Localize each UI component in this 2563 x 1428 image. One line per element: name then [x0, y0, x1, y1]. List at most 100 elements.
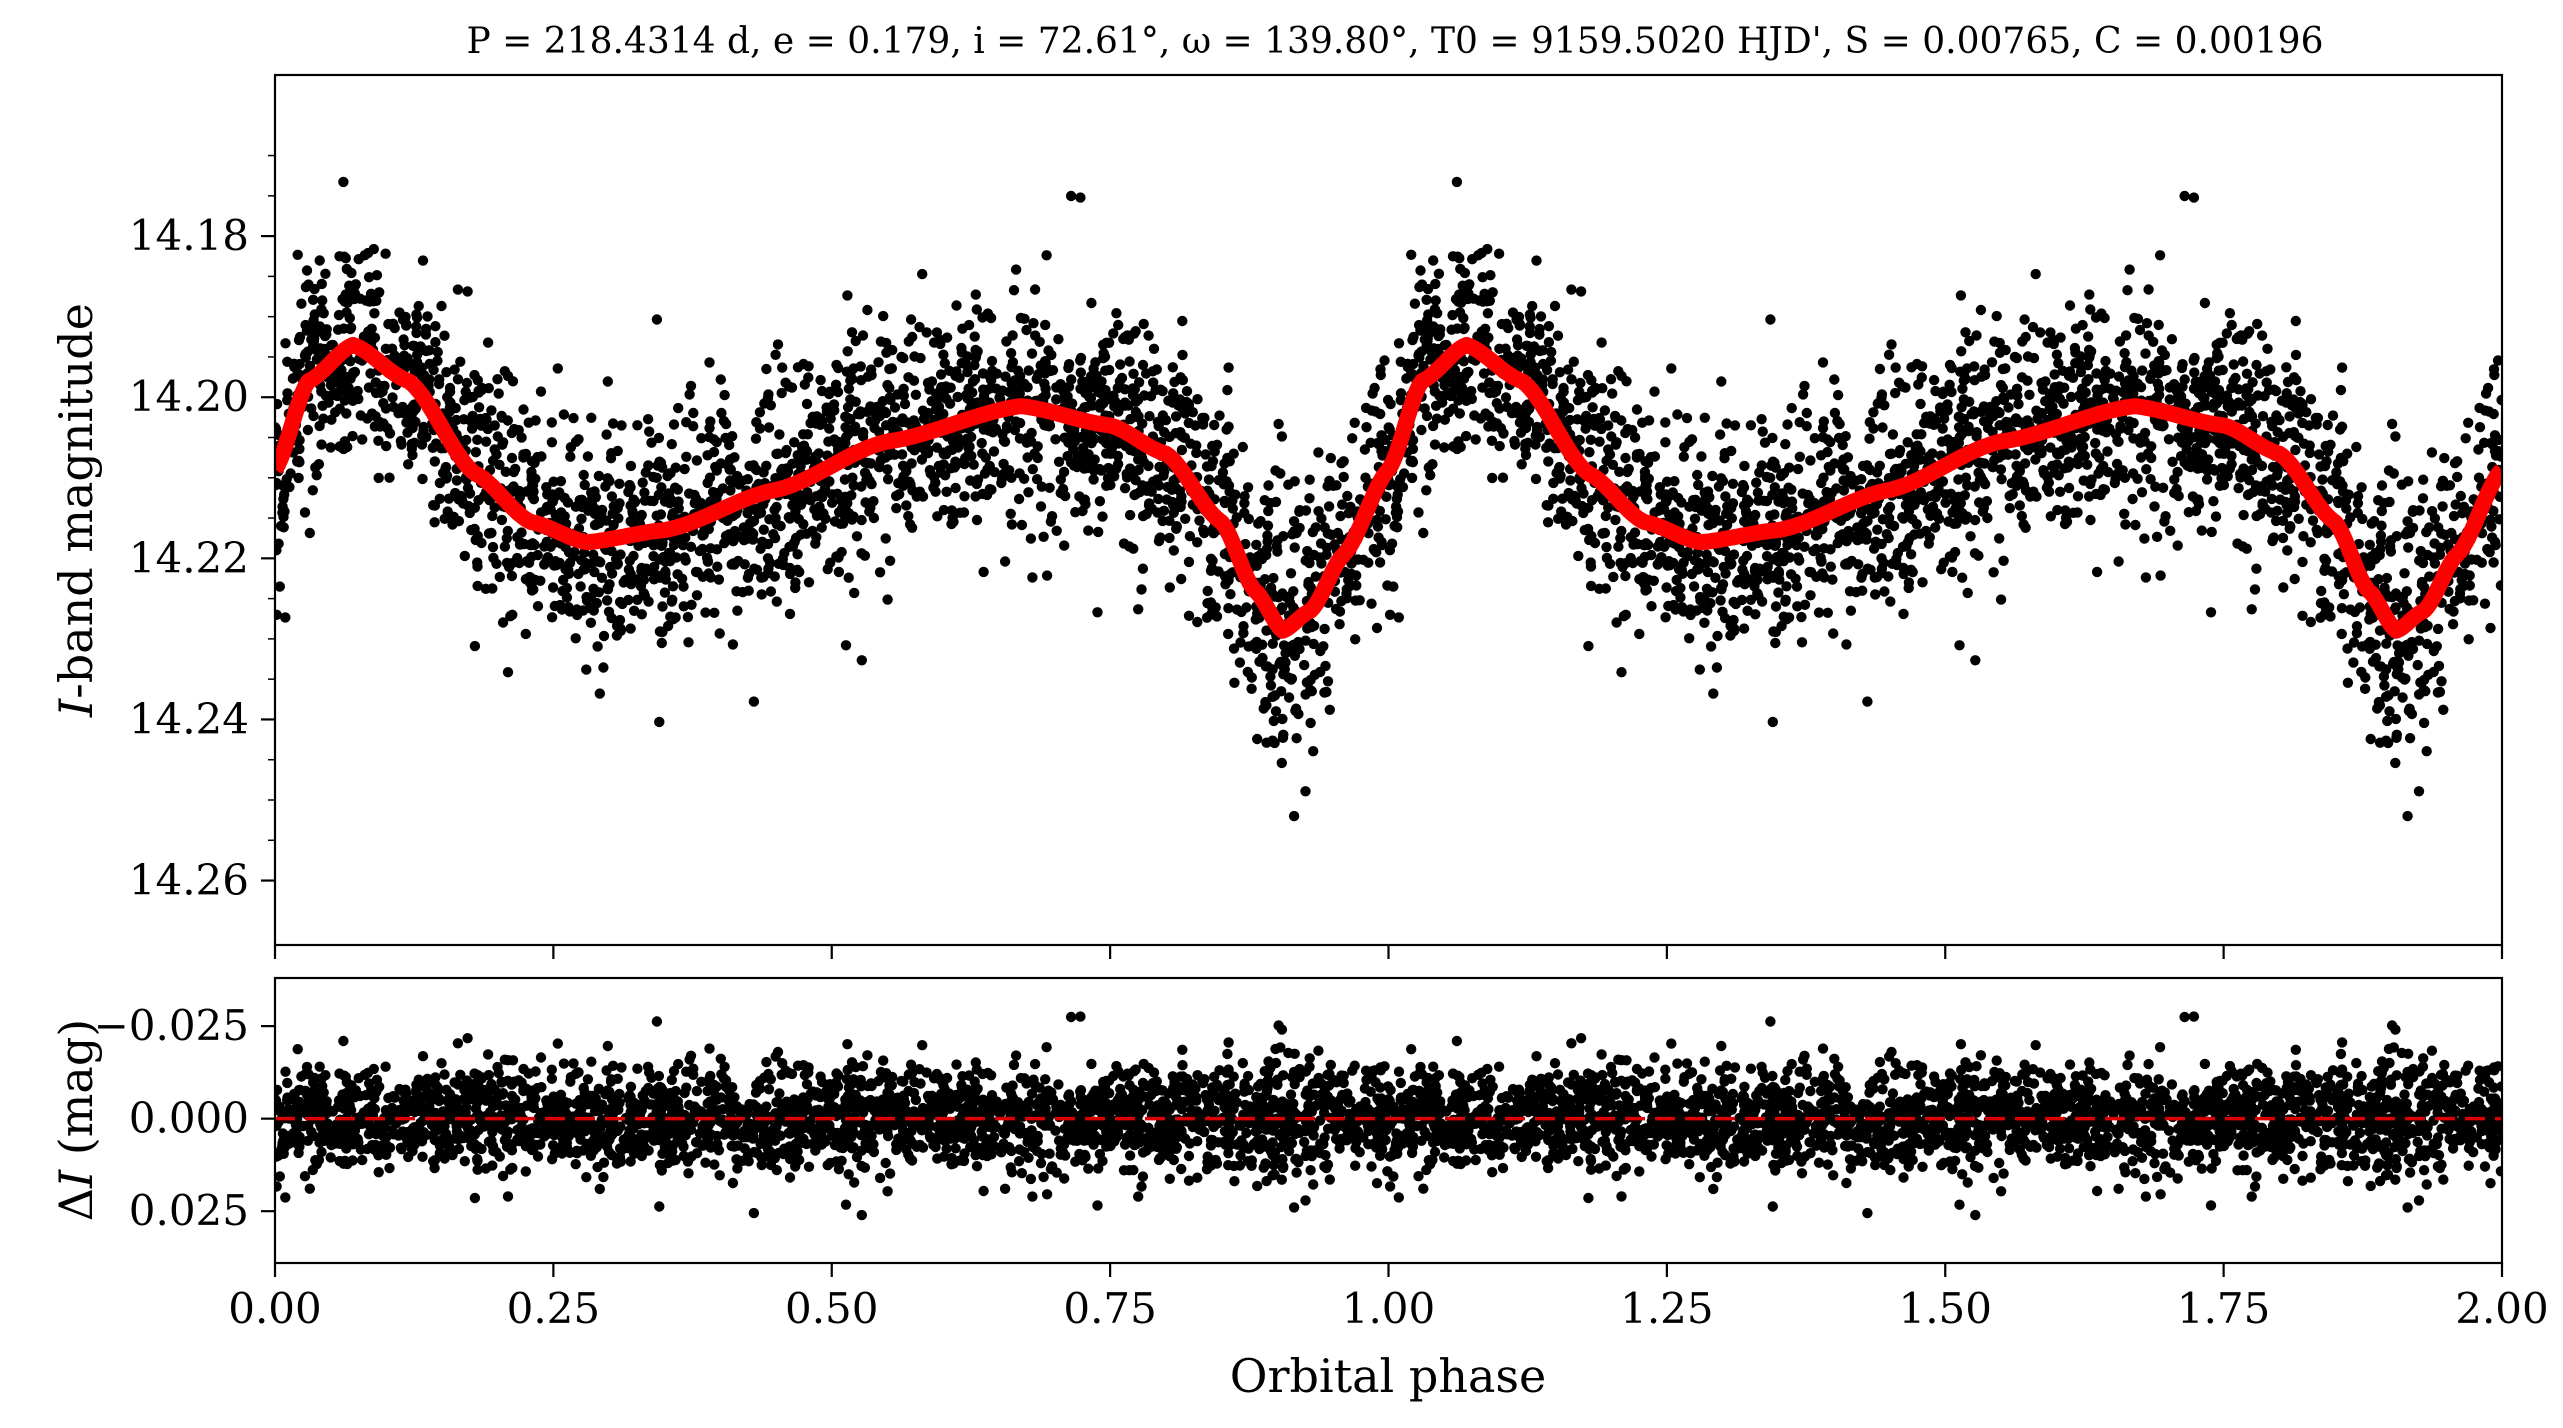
observation-point — [977, 448, 988, 459]
observation-point — [349, 288, 361, 299]
observation-point — [1051, 525, 1062, 536]
observation-point — [1649, 451, 1661, 462]
observation-point — [1575, 377, 1586, 389]
observation-point — [775, 520, 786, 532]
observation-point — [2404, 527, 2416, 539]
observation-point — [719, 389, 730, 401]
observation-point — [1514, 417, 1526, 428]
observation-point — [1670, 585, 1682, 597]
observation-point — [1752, 574, 1763, 586]
observation-point — [520, 628, 531, 640]
observation-point — [1994, 533, 2005, 544]
observation-point — [1341, 593, 1353, 604]
observation-point — [466, 423, 478, 434]
observation-point — [1588, 413, 1600, 425]
observation-point — [1930, 522, 1941, 533]
observation-point — [673, 402, 684, 414]
observation-point — [977, 368, 989, 379]
observation-point — [1569, 490, 1580, 502]
observation-point — [1288, 516, 1300, 527]
observation-point — [1239, 491, 1250, 502]
observation-point — [355, 410, 366, 421]
observation-point — [1300, 786, 1311, 797]
observation-point — [579, 479, 590, 491]
observation-point — [2421, 746, 2432, 757]
observation-point — [1956, 402, 1967, 413]
observation-point — [1690, 494, 1701, 505]
observation-point — [1988, 567, 1999, 578]
observation-point — [469, 369, 480, 381]
observation-point — [1969, 514, 1981, 526]
observation-point — [1973, 497, 1985, 508]
observation-point — [1038, 531, 1049, 542]
observation-point — [921, 327, 932, 338]
observation-point — [874, 400, 886, 412]
observation-point — [1962, 480, 1973, 491]
observation-point — [1450, 294, 1462, 305]
observation-point — [2254, 368, 2265, 379]
observation-point — [2090, 448, 2101, 459]
observation-point — [2351, 621, 2363, 632]
observation-point — [1639, 551, 1651, 563]
observation-point — [292, 456, 303, 467]
observation-point — [662, 470, 673, 482]
observation-point — [366, 323, 377, 334]
observation-point — [1379, 445, 1391, 457]
observation-point — [1957, 383, 1968, 394]
observation-point — [1898, 608, 1909, 620]
observation-point — [411, 321, 422, 332]
observation-point — [2078, 475, 2089, 486]
observation-point — [1365, 437, 1376, 448]
observation-point — [1243, 641, 1254, 652]
observation-point — [1028, 318, 1039, 329]
observation-point — [275, 581, 285, 592]
observation-point — [2127, 493, 2138, 505]
observation-point — [1911, 429, 1922, 440]
observation-point — [381, 440, 392, 452]
observation-point — [1613, 541, 1624, 552]
observation-point — [999, 556, 1011, 567]
observation-point — [1223, 421, 1234, 432]
observation-point — [2214, 437, 2225, 449]
observation-point — [963, 319, 975, 331]
observation-point — [2091, 488, 2102, 500]
observation-point — [1565, 475, 1576, 486]
observation-point — [1678, 451, 1690, 462]
observation-point — [2189, 352, 2200, 364]
observation-point — [930, 486, 941, 497]
observation-point — [1676, 602, 1688, 613]
observation-point — [1111, 308, 1122, 319]
observation-point — [1712, 630, 1723, 642]
observation-point — [429, 517, 440, 528]
observation-point — [1971, 330, 1982, 341]
observation-point — [2327, 410, 2339, 421]
observation-point — [1490, 381, 1501, 392]
observation-point — [1371, 547, 1382, 558]
observation-point — [1363, 557, 1374, 568]
observation-point — [959, 491, 970, 502]
observation-point — [1261, 737, 1272, 748]
observation-point — [501, 557, 513, 569]
observation-point — [2298, 531, 2309, 542]
observation-point — [1084, 391, 1095, 402]
observation-point — [763, 389, 774, 400]
observation-point — [1097, 511, 1108, 522]
observation-point — [1207, 555, 1218, 566]
observation-point — [1902, 437, 1913, 448]
observation-point — [874, 567, 886, 578]
observation-point — [1179, 408, 1191, 419]
observation-point — [1202, 585, 1213, 597]
observation-point — [275, 609, 282, 620]
observation-point — [1627, 557, 1639, 569]
observation-point — [1566, 284, 1577, 295]
observation-point — [1144, 411, 1155, 422]
observation-point — [282, 356, 293, 367]
observation-point — [2051, 459, 2063, 470]
observation-point — [903, 336, 914, 347]
observation-point — [2228, 376, 2239, 387]
observation-point — [897, 460, 909, 471]
observation-point — [1592, 491, 1603, 502]
observation-point — [1769, 457, 1780, 468]
observation-point — [2436, 676, 2447, 687]
observation-point — [2113, 436, 2124, 447]
